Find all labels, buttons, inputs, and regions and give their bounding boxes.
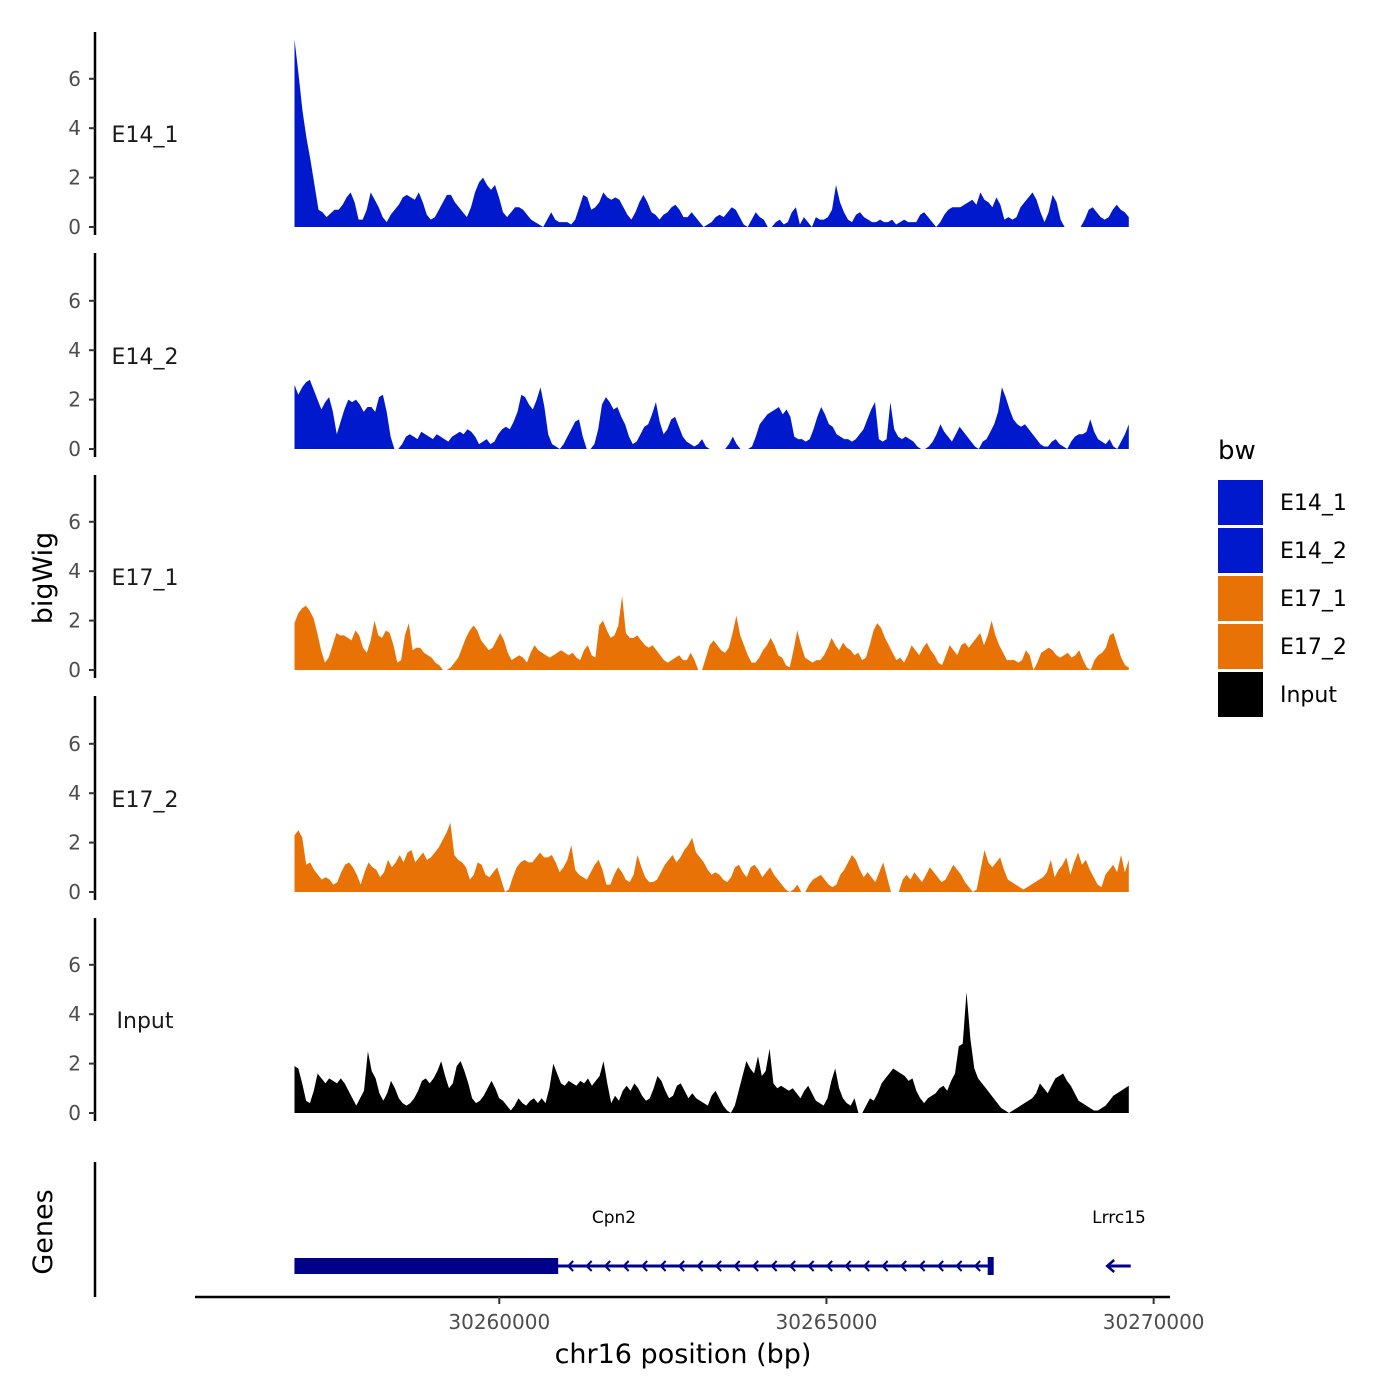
strand-arrow <box>770 1260 778 1272</box>
y-tick-label: 6 <box>68 732 81 756</box>
gene-exon <box>294 1258 559 1274</box>
track-label: E17_2 <box>112 788 179 813</box>
legend-entry-label: E17_2 <box>1280 635 1347 660</box>
strand-arrow <box>677 1260 685 1272</box>
strand-arrow <box>566 1260 574 1272</box>
y-tick-label: 2 <box>68 166 81 190</box>
legend-swatch <box>1218 576 1263 621</box>
strand-arrow <box>585 1260 593 1272</box>
track-e14-2: 0 2 4 6 E14_2 <box>68 253 1129 461</box>
strand-arrow <box>696 1260 704 1272</box>
y-tick-label: 2 <box>68 609 81 633</box>
track-label: E17_1 <box>112 566 179 591</box>
strand-arrow <box>936 1260 944 1272</box>
track-e17-1: 0 2 4 6 E17_1 <box>68 475 1129 682</box>
y-axis-title: bigWig <box>28 532 59 625</box>
gene-cpn2: Cpn2 <box>294 1208 994 1275</box>
strand-arrow <box>881 1260 889 1272</box>
y-tick-label: 0 <box>68 215 81 239</box>
y-tick-label: 4 <box>68 1002 81 1026</box>
gene-label: Lrrc15 <box>1092 1208 1146 1228</box>
strand-arrow <box>659 1260 667 1272</box>
strand-arrow <box>807 1260 815 1272</box>
strand-arrow <box>918 1260 926 1272</box>
signal-area <box>294 595 1129 670</box>
signal-tracks: 0 2 4 6 E14_1 0 2 4 6 E14_2 0 2 4 6 E17_1 0 2 4 6 E17_2 0 2 4 6… <box>68 32 1129 1125</box>
y-tick-label: 4 <box>68 781 81 805</box>
legend-entry-label: Input <box>1280 683 1337 708</box>
gene-track: Cpn2 Lrrc15 <box>93 1162 1146 1297</box>
genes-axis-title: Genes <box>28 1189 59 1274</box>
track-e14-1: 0 2 4 6 E14_1 <box>68 32 1129 239</box>
track-input: 0 2 4 6 Input <box>68 918 1129 1125</box>
legend: bw E14_1 E14_2 E17_1 E17_2 Input <box>1218 436 1347 717</box>
strand-arrow <box>844 1260 852 1272</box>
legend-swatch <box>1218 624 1263 669</box>
legend-entry-label: E17_1 <box>1280 587 1347 612</box>
x-axis: 30260000 30265000 30270000 <box>195 1295 1205 1334</box>
signal-area <box>294 992 1129 1113</box>
gene-exon-end <box>987 1257 994 1275</box>
track-e17-2: 0 2 4 6 E17_2 <box>68 696 1129 904</box>
y-tick-label: 0 <box>68 437 81 461</box>
track-label: E14_1 <box>112 123 179 148</box>
gene-label: Cpn2 <box>592 1208 636 1228</box>
signal-area <box>294 822 1129 892</box>
legend-swatch <box>1218 480 1263 525</box>
strand-arrow <box>714 1260 722 1272</box>
y-tick-label: 2 <box>68 1052 81 1076</box>
track-label: E14_2 <box>112 345 179 370</box>
signal-area <box>294 379 1129 449</box>
strand-arrow <box>733 1260 741 1272</box>
y-tick-label: 6 <box>68 510 81 534</box>
gene-lrrc15: Lrrc15 <box>1092 1208 1146 1273</box>
track-label: Input <box>117 1009 174 1034</box>
y-tick-label: 0 <box>68 880 81 904</box>
y-tick-label: 6 <box>68 953 81 977</box>
x-tick-label: 30265000 <box>776 1310 878 1334</box>
strand-arrow <box>862 1260 870 1272</box>
strand-arrow <box>955 1260 963 1272</box>
y-tick-label: 0 <box>68 658 81 682</box>
y-tick-label: 2 <box>68 831 81 855</box>
y-tick-label: 6 <box>68 67 81 91</box>
y-tick-label: 6 <box>68 289 81 313</box>
legend-swatch <box>1218 672 1263 717</box>
x-tick-label: 30260000 <box>448 1310 550 1334</box>
y-tick-label: 4 <box>68 559 81 583</box>
y-tick-label: 4 <box>68 116 81 140</box>
legend-title: bw <box>1218 436 1256 466</box>
y-tick-label: 2 <box>68 388 81 412</box>
legend-entry-label: E14_2 <box>1280 539 1347 564</box>
legend-entry-label: E14_1 <box>1280 491 1347 516</box>
y-tick-label: 0 <box>68 1101 81 1125</box>
strand-arrow <box>640 1260 648 1272</box>
strand-arrow <box>1105 1259 1115 1273</box>
strand-arrow <box>788 1260 796 1272</box>
y-tick-label: 4 <box>68 338 81 362</box>
strand-arrow <box>899 1260 907 1272</box>
strand-arrow <box>751 1260 759 1272</box>
x-tick-label: 30270000 <box>1103 1310 1205 1334</box>
strand-arrow <box>603 1260 611 1272</box>
strand-arrow <box>973 1260 981 1272</box>
strand-arrow <box>622 1260 630 1272</box>
legend-swatch <box>1218 528 1263 573</box>
x-axis-title: chr16 position (bp) <box>555 1339 812 1370</box>
strand-arrow <box>825 1260 833 1272</box>
signal-area <box>294 39 1129 227</box>
